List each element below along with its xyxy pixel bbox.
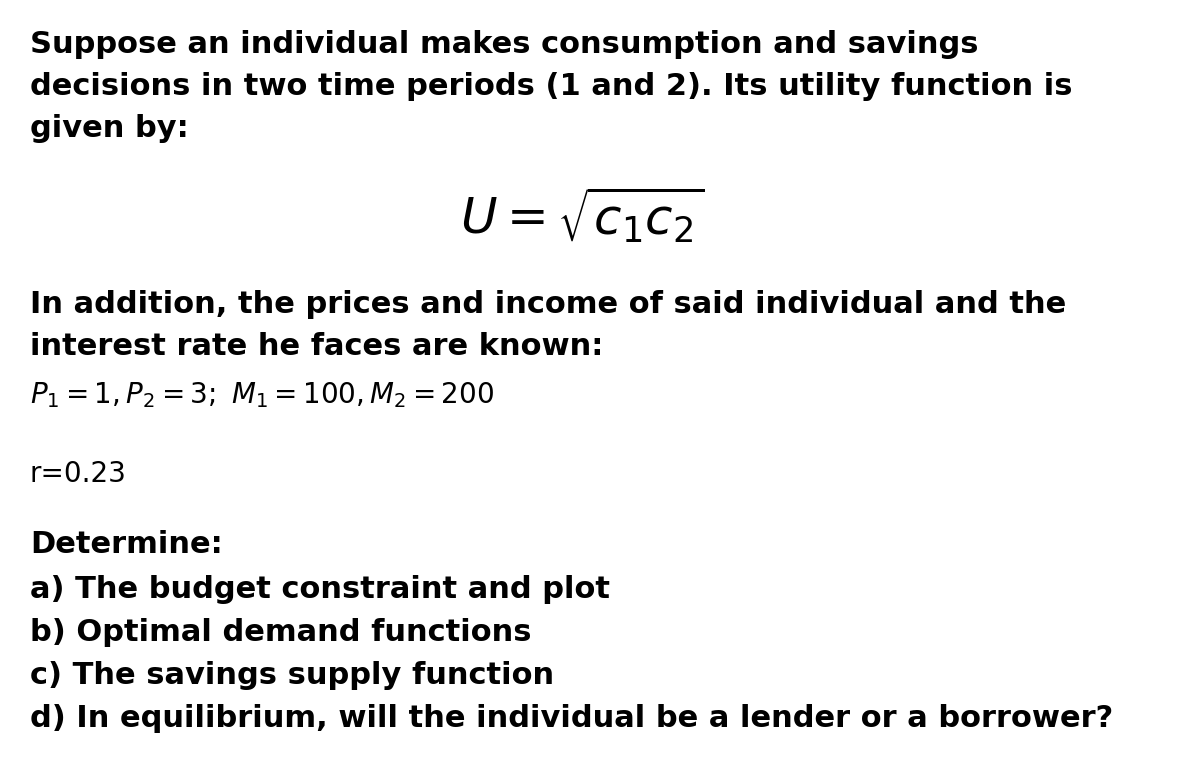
Text: $U = \sqrt{c_1 c_2}$: $U = \sqrt{c_1 c_2}$ — [460, 185, 704, 245]
Text: given by:: given by: — [30, 114, 188, 143]
Text: interest rate he faces are known:: interest rate he faces are known: — [30, 332, 604, 361]
Text: Determine:: Determine: — [30, 530, 223, 559]
Text: decisions in two time periods (1 and 2). Its utility function is: decisions in two time periods (1 and 2).… — [30, 72, 1073, 101]
Text: d) In equilibrium, will the individual be a lender or a borrower?: d) In equilibrium, will the individual b… — [30, 704, 1114, 733]
Text: Suppose an individual makes consumption and savings: Suppose an individual makes consumption … — [30, 30, 978, 59]
Text: $P_1 = 1, P_2{=}3;\ M_1 = 100, M_2 = 200$: $P_1 = 1, P_2{=}3;\ M_1 = 100, M_2 = 200… — [30, 380, 494, 410]
Text: a) The budget constraint and plot: a) The budget constraint and plot — [30, 575, 610, 604]
Text: b) Optimal demand functions: b) Optimal demand functions — [30, 618, 532, 647]
Text: c) The savings supply function: c) The savings supply function — [30, 661, 554, 690]
Text: In addition, the prices and income of said individual and the: In addition, the prices and income of sa… — [30, 290, 1067, 319]
Text: r=0.23: r=0.23 — [30, 460, 127, 488]
